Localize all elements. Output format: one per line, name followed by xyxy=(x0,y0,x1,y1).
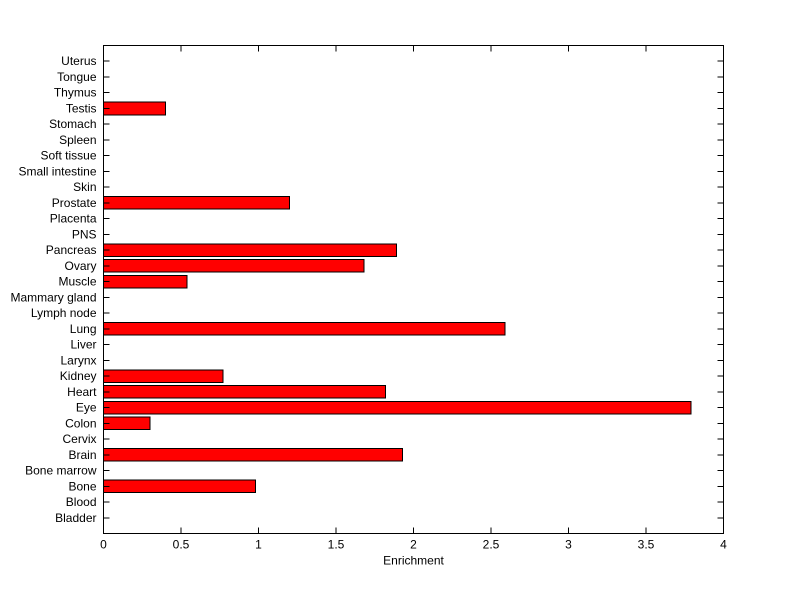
bar-muscle xyxy=(103,274,188,289)
x-tick-label: 1 xyxy=(255,538,262,552)
y-label-ovary: Ovary xyxy=(64,259,96,273)
y-label-pns: PNS xyxy=(72,227,97,241)
y-label-soft-tissue: Soft tissue xyxy=(40,149,96,163)
x-tick-label: 3.5 xyxy=(638,538,655,552)
y-label-liver: Liver xyxy=(70,338,96,352)
y-label-thymus: Thymus xyxy=(54,86,97,100)
y-label-bladder: Bladder xyxy=(55,511,96,525)
bar-colon xyxy=(103,416,151,431)
y-label-brain: Brain xyxy=(68,448,96,462)
y-label-testis: Testis xyxy=(66,101,97,115)
x-axis-title: Enrichment xyxy=(383,554,444,568)
y-label-blood: Blood xyxy=(66,495,97,509)
bar-pancreas xyxy=(103,243,397,257)
y-label-mammary-gland: Mammary gland xyxy=(10,290,96,304)
y-label-prostate: Prostate xyxy=(52,196,97,210)
bar-ovary xyxy=(103,259,365,273)
y-label-spleen: Spleen xyxy=(59,133,96,147)
x-tick-label: 4 xyxy=(720,538,727,552)
y-label-tongue: Tongue xyxy=(57,70,97,84)
y-label-heart: Heart xyxy=(67,385,97,399)
y-label-lymph-node: Lymph node xyxy=(31,306,97,320)
bar-brain xyxy=(103,447,404,462)
bar-lung xyxy=(103,322,506,336)
bar-heart xyxy=(103,385,387,399)
y-label-kidney: Kidney xyxy=(60,369,97,383)
y-label-larynx: Larynx xyxy=(60,353,96,367)
x-tick-label: 2 xyxy=(410,538,417,552)
y-label-stomach: Stomach xyxy=(49,117,96,131)
y-label-placenta: Placenta xyxy=(50,212,97,226)
bar-eye xyxy=(103,400,692,415)
y-label-skin: Skin xyxy=(73,180,96,194)
y-label-uterus: Uterus xyxy=(61,54,96,68)
bar-kidney xyxy=(103,369,224,383)
y-label-eye: Eye xyxy=(76,401,97,415)
x-tick-label: 3 xyxy=(565,538,572,552)
y-label-bone-marrow: Bone marrow xyxy=(25,464,97,478)
y-label-pancreas: Pancreas xyxy=(46,243,97,257)
y-label-colon: Colon xyxy=(65,416,96,430)
y-label-bone: Bone xyxy=(68,479,96,493)
y-label-muscle: Muscle xyxy=(58,275,96,289)
y-label-cervix: Cervix xyxy=(62,432,96,446)
x-tick-label: 0 xyxy=(100,538,107,552)
bar-prostate xyxy=(103,196,290,210)
x-tick-label: 1.5 xyxy=(328,538,345,552)
x-tick-label: 2.5 xyxy=(483,538,500,552)
bar-bone xyxy=(103,479,256,494)
bar-testis xyxy=(103,101,166,116)
y-label-lung: Lung xyxy=(70,322,97,336)
y-label-small-intestine: Small intestine xyxy=(18,164,96,178)
x-tick-label: 0.5 xyxy=(173,538,190,552)
